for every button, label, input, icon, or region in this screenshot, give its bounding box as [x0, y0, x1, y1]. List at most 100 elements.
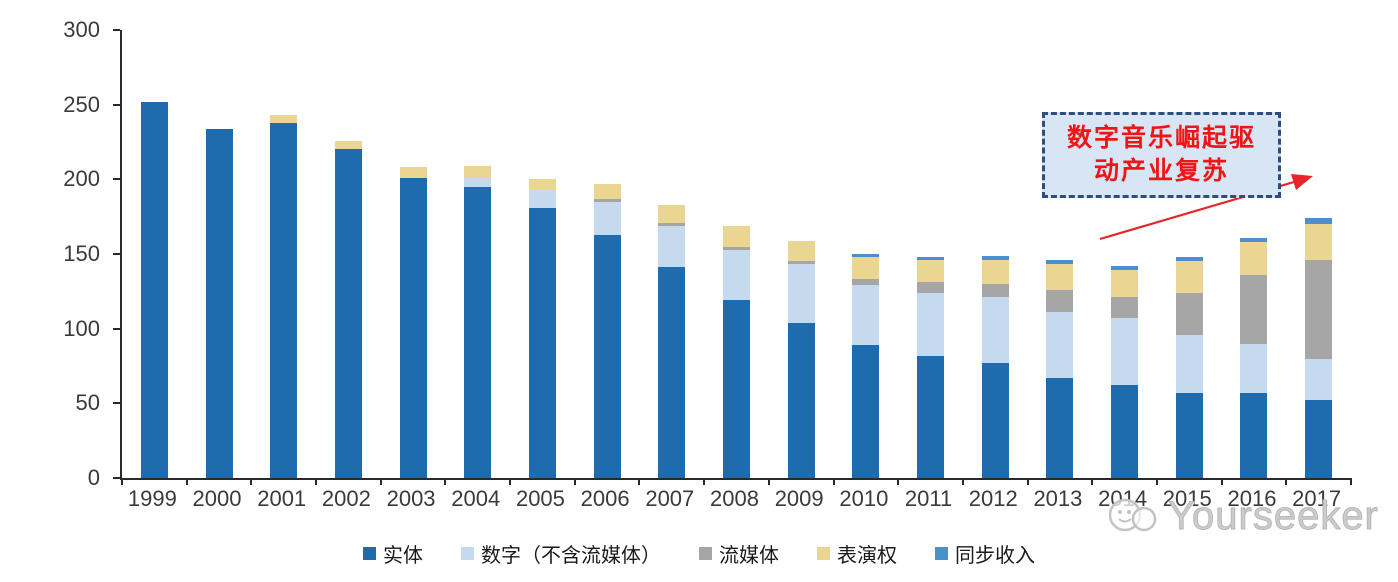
annotation-callout: 数字音乐崛起驱 动产业复苏 [1042, 112, 1281, 198]
bar-column-2015 [1157, 30, 1222, 478]
bar-segment [1111, 318, 1139, 386]
x-axis-tick [315, 478, 318, 485]
bar-segment [1046, 264, 1074, 290]
legend-label: 实体 [383, 544, 423, 567]
legend-label: 数字（不含流媒体） [481, 544, 661, 567]
x-axis-label: 2010 [839, 486, 889, 511]
x-axis-label: 2007 [645, 486, 695, 511]
bar-segment [528, 179, 556, 190]
bar-column-2001 [251, 30, 316, 478]
bar-segment [1305, 400, 1333, 478]
x-axis-tick [121, 478, 123, 485]
bar-segment [1175, 392, 1203, 478]
bar-segment [981, 283, 1009, 298]
bar-segment [981, 259, 1009, 284]
y-axis-tick-label: 0 [87, 465, 100, 490]
bar-segment [1175, 257, 1203, 262]
y-axis-tick [113, 327, 120, 330]
bar-2011 [917, 257, 945, 478]
x-axis-tick [703, 478, 706, 485]
bar-column-2003 [381, 30, 446, 478]
bar-segment [464, 165, 492, 178]
x-axis-tick [961, 478, 964, 485]
plot-area [113, 29, 1352, 485]
bar-2012 [981, 255, 1009, 478]
legend-item: 数字（不含流媒体） [461, 539, 661, 568]
bar-segment [464, 177, 492, 187]
x-axis-label: 2002 [321, 486, 371, 511]
bar-segment [852, 257, 880, 280]
y-axis-tick-label: 100 [63, 315, 100, 341]
bar-segment [787, 261, 815, 265]
bar-2001 [270, 115, 298, 478]
legend-item: 实体 [363, 539, 423, 568]
bar-segment [399, 167, 427, 178]
x-axis-tick [573, 478, 576, 485]
bar-column-2013 [1028, 30, 1093, 478]
y-axis-tick [113, 29, 120, 31]
bar-segment [399, 177, 427, 478]
bar-segment [852, 285, 880, 346]
bar-segment [464, 186, 492, 478]
y-axis-tick [113, 178, 120, 181]
bar-column-2016 [1222, 30, 1287, 478]
bar-2006 [593, 183, 621, 478]
bar-segment [593, 198, 621, 202]
x-axis-labels: 1999 2000 2001 2002 2003 2004 2005 2006 2007 2008… [120, 486, 1349, 512]
x-axis-tick [379, 478, 382, 485]
bar-segment [917, 282, 945, 293]
bar-2004 [464, 165, 492, 478]
bar-segment [787, 240, 815, 262]
bar-segment [658, 225, 686, 268]
legend-marker [699, 546, 712, 560]
bar-segment [1175, 261, 1203, 293]
bar-segment [334, 149, 362, 478]
bar-segment [981, 255, 1009, 260]
x-axis-label: 2006 [580, 486, 630, 511]
x-axis-tick [250, 478, 253, 485]
bar-segment [722, 246, 750, 250]
bar-segment [787, 264, 815, 323]
x-axis-tick [897, 478, 900, 485]
y-axis-tick-label: 50 [75, 390, 100, 416]
watermark-text: Yourseeker [1168, 493, 1379, 538]
bar-segment [658, 204, 686, 223]
bar-segment [1240, 274, 1268, 344]
bar-2017 [1305, 218, 1333, 478]
bar-segment [722, 225, 750, 247]
yourseeker-logo-icon [1108, 498, 1157, 532]
bar-column-2011 [898, 30, 963, 478]
x-axis-label: 2015 [1162, 486, 1212, 511]
bar-2009 [787, 240, 815, 478]
bar-segment [658, 222, 686, 226]
bar-segment [1240, 343, 1268, 393]
x-axis-tick [638, 478, 641, 485]
x-axis-label: 1999 [127, 486, 177, 511]
legend-label: 表演权 [837, 544, 897, 567]
x-axis-label: 2004 [451, 486, 501, 511]
x-axis-tick [444, 478, 447, 485]
bar-segment [1046, 289, 1074, 313]
legend-label: 同步收入 [955, 544, 1035, 567]
bar-segment [1111, 270, 1139, 298]
bar-segment [528, 207, 556, 478]
bar-segment [205, 128, 233, 478]
legend-marker [935, 546, 948, 560]
y-axis-tick-label: 250 [63, 91, 100, 117]
legend-item: 表演权 [817, 539, 897, 568]
bar-column-2006 [575, 30, 640, 478]
bar-segment [1111, 265, 1139, 271]
bar-column-2017 [1286, 30, 1351, 478]
bar-segment [1175, 334, 1203, 393]
x-axis-tick [1091, 478, 1094, 485]
y-axis-tick [113, 402, 120, 405]
bar-column-2005 [510, 30, 575, 478]
bar-segment [1111, 385, 1139, 478]
bar-2013 [1046, 260, 1074, 478]
bar-segment [1175, 292, 1203, 335]
bar-segment [981, 363, 1009, 478]
bar-2015 [1175, 257, 1203, 478]
bar-segment [593, 234, 621, 478]
x-axis-tick [1026, 478, 1029, 485]
